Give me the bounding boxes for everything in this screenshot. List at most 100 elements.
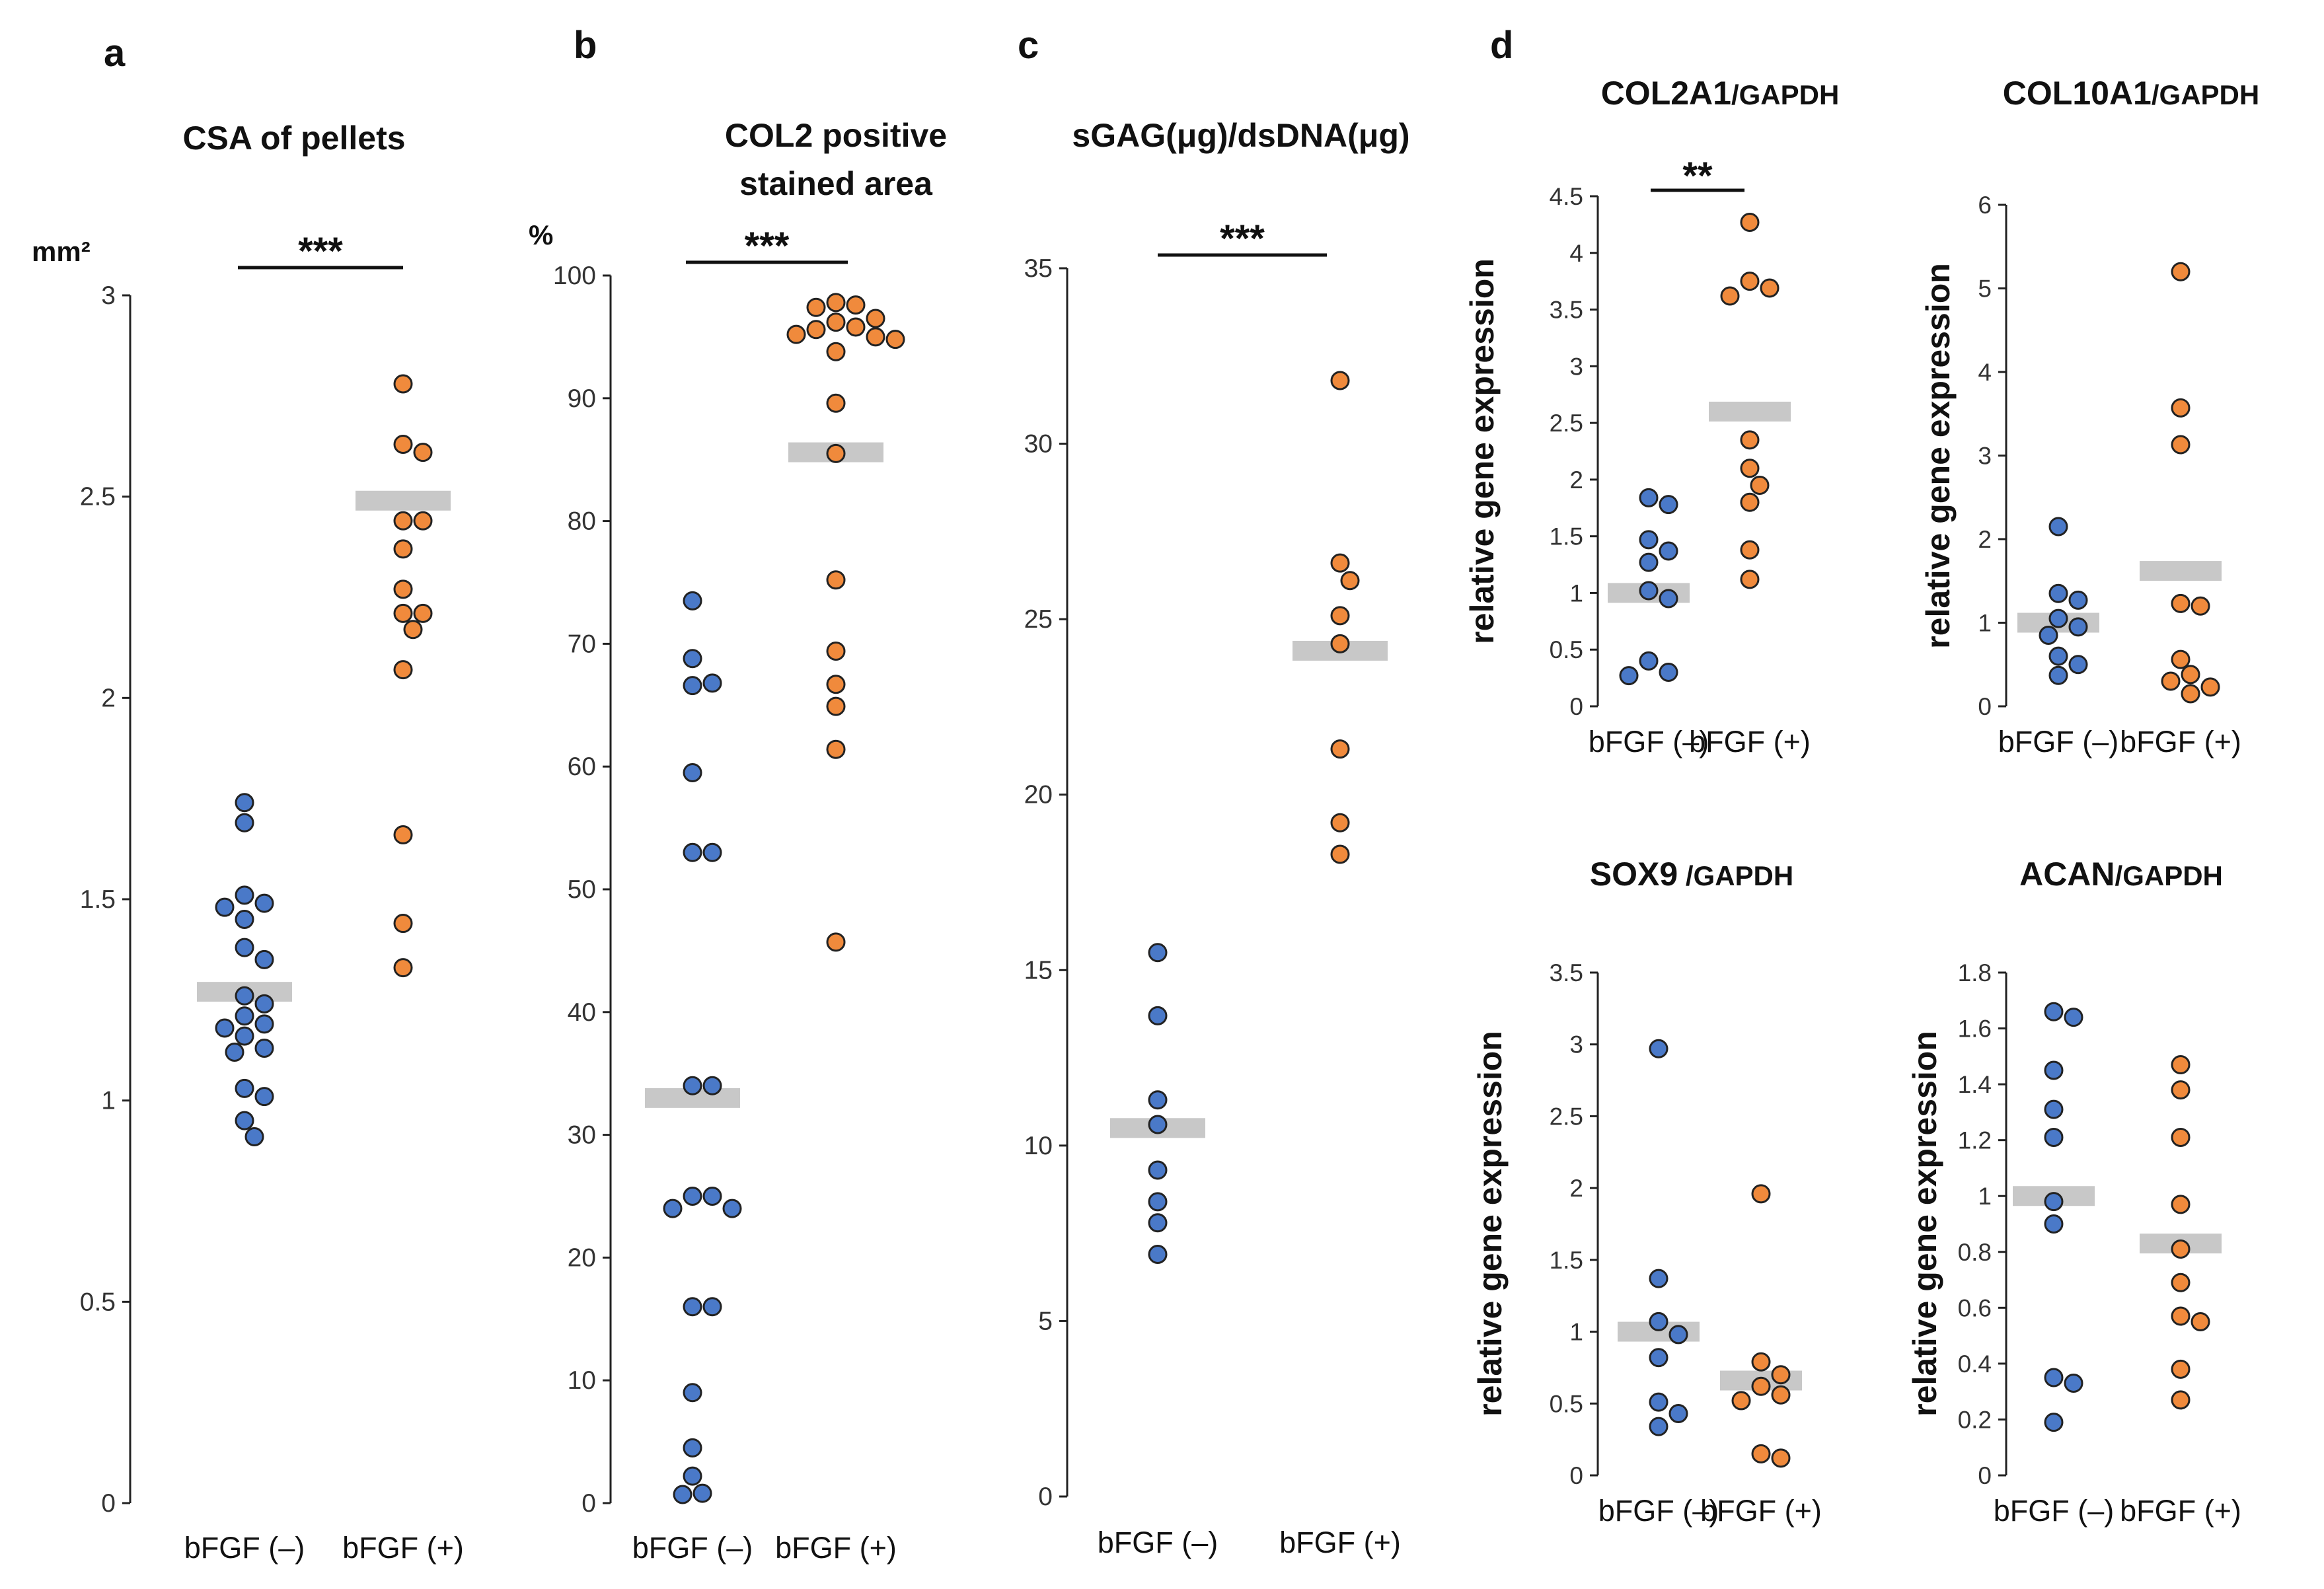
data-point-neg — [1639, 552, 1659, 572]
data-point-neg — [702, 1187, 722, 1206]
data-point-pos — [826, 739, 846, 759]
data-point-neg — [1619, 666, 1639, 686]
y-tick-label: 30 — [1024, 430, 1053, 459]
chart-subtitle: stained area — [739, 165, 933, 202]
y-tick-label: 0 — [101, 1489, 116, 1518]
panel-letter: a — [104, 32, 126, 75]
data-point-neg — [215, 897, 235, 917]
data-point-neg — [2048, 517, 2068, 536]
data-point-pos — [826, 675, 846, 694]
data-point-pos — [1771, 1448, 1791, 1468]
y-tick-label: 0.8 — [1958, 1239, 1992, 1266]
data-point-pos — [1340, 571, 1360, 591]
x-category-label: bFGF (+) — [2120, 725, 2241, 758]
y-tick-label: 10 — [1024, 1132, 1053, 1160]
y-tick-label: 0.6 — [1958, 1294, 1992, 1321]
y-tick-label: 80 — [568, 507, 596, 536]
data-point-neg — [673, 1485, 693, 1504]
y-tick-label: 3.5 — [1550, 959, 1583, 986]
data-point-pos — [846, 295, 866, 315]
data-point-pos — [1750, 475, 1770, 495]
y-tick-label: 2.5 — [1550, 410, 1583, 437]
data-point-pos — [2171, 1359, 2191, 1379]
data-point-neg — [1148, 943, 1168, 963]
y-tick-label: 40 — [568, 998, 596, 1027]
data-point-neg — [1639, 581, 1659, 601]
data-point-neg — [2048, 609, 2068, 628]
data-point-pos — [2171, 1055, 2191, 1075]
y-tick-label: 3 — [1569, 1031, 1583, 1058]
y-tick-label: 1 — [1978, 610, 1992, 637]
data-point-pos — [2171, 649, 2191, 669]
data-point-neg — [702, 1297, 722, 1317]
data-point-neg — [683, 1438, 702, 1458]
chart-panel-a: a CSA of pellets mm² 0 0.5 1 1.5 2 2.5 3 bFGF (–) b… — [32, 32, 464, 1565]
x-category-label: bFGF (–) — [1994, 1494, 2115, 1528]
chart-title: sGAG(μg)/dsDNA(μg) — [1072, 117, 1409, 154]
y-tick-label: 5 — [1978, 276, 1992, 303]
data-point-pos — [826, 443, 846, 463]
data-point-pos — [393, 958, 413, 978]
y-tick-label: 100 — [553, 262, 596, 290]
chart-title-normalizer: /GAPDH — [2115, 860, 2223, 891]
data-point-pos — [2171, 1239, 2191, 1259]
data-point-pos — [1330, 606, 1350, 626]
chart-title: CSA of pellets — [182, 120, 405, 157]
y-tick-label: 1.4 — [1958, 1071, 1992, 1098]
chart-title: COL2A1/GAPDH — [1601, 75, 1840, 112]
data-point-neg — [702, 842, 722, 862]
data-point-neg — [1659, 663, 1678, 683]
data-point-pos — [1760, 278, 1780, 298]
y-tick-label: 3.5 — [1550, 297, 1583, 324]
data-point-pos — [826, 932, 846, 952]
y-tick-label: 0.5 — [1550, 1390, 1583, 1417]
data-point-pos — [2171, 1273, 2191, 1292]
chart-panel-b: b COL2 positive stained area% 0 10 20 30 40 50 60… — [529, 24, 947, 1565]
data-point-neg — [2064, 1373, 2083, 1393]
data-point-neg — [1148, 1192, 1168, 1212]
data-point-neg — [683, 1297, 702, 1317]
significance-label: *** — [1220, 217, 1265, 260]
chart-panel-d1: d COL2A1/GAPDH relative gene expression 0 0.… — [1464, 24, 1839, 758]
data-point-pos — [2171, 1195, 2191, 1214]
x-category-label: bFGF (–) — [184, 1531, 305, 1565]
y-tick-label: 90 — [568, 385, 596, 413]
y-axis-label: relative gene expression — [1920, 263, 1957, 649]
data-point-neg — [215, 1018, 235, 1038]
significance-label: *** — [298, 230, 343, 273]
data-point-neg — [1649, 1269, 1668, 1288]
data-point-neg — [683, 676, 702, 696]
x-category-label: bFGF (+) — [1700, 1494, 1822, 1528]
data-point-pos — [2191, 1312, 2210, 1331]
y-tick-label: 0 — [1978, 693, 1992, 720]
data-point-pos — [1771, 1385, 1791, 1405]
data-point-neg — [235, 813, 254, 832]
y-tick-label: 25 — [1024, 605, 1053, 634]
y-tick-label: 35 — [1024, 254, 1053, 283]
mean-bar-pos — [2140, 561, 2222, 581]
data-point-neg — [244, 1127, 264, 1147]
data-point-neg — [1639, 651, 1659, 671]
data-point-neg — [254, 893, 274, 913]
data-point-neg — [2048, 646, 2068, 666]
data-point-neg — [2044, 1192, 2064, 1212]
y-tick-label: 70 — [568, 630, 596, 658]
data-point-pos — [806, 320, 826, 340]
y-tick-label: 1.8 — [1958, 959, 1992, 986]
y-tick-label: 20 — [568, 1243, 596, 1272]
data-point-pos — [2181, 665, 2200, 684]
data-point-neg — [683, 649, 702, 669]
y-axis-label: relative gene expression — [1472, 1031, 1509, 1417]
data-point-pos — [393, 660, 413, 680]
y-axis-label: relative gene expression — [1464, 258, 1501, 644]
y-tick-label: 2 — [1978, 526, 1992, 553]
data-point-pos — [2161, 671, 2181, 691]
data-point-neg — [1668, 1325, 1688, 1345]
y-tick-label: 0.5 — [80, 1288, 116, 1316]
data-point-neg — [1639, 530, 1659, 550]
data-point-pos — [885, 330, 905, 350]
data-point-neg — [1148, 1090, 1168, 1110]
data-point-neg — [1649, 1312, 1668, 1331]
data-point-neg — [2044, 1099, 2064, 1119]
y-tick-label: 50 — [568, 875, 596, 904]
